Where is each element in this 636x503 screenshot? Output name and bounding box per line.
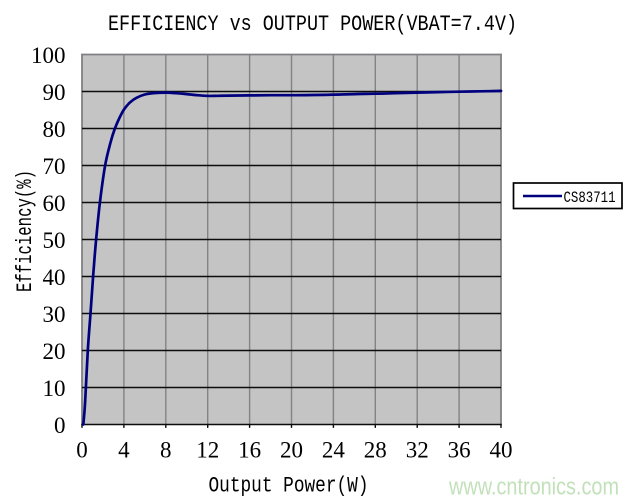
- svg-text:Efficiency(%): Efficiency(%): [13, 170, 38, 292]
- svg-text:20: 20: [280, 438, 303, 463]
- svg-text:10: 10: [43, 376, 66, 401]
- svg-text:8: 8: [160, 438, 172, 463]
- svg-text:28: 28: [364, 438, 387, 463]
- svg-text:www.cntronics.com: www.cntronics.com: [448, 474, 619, 501]
- svg-text:80: 80: [43, 117, 66, 142]
- svg-text:0: 0: [54, 413, 66, 438]
- svg-text:0: 0: [76, 438, 88, 463]
- svg-text:24: 24: [322, 438, 346, 463]
- svg-text:40: 40: [43, 265, 66, 290]
- svg-text:30: 30: [43, 302, 66, 327]
- svg-text:90: 90: [43, 80, 66, 105]
- svg-text:36: 36: [448, 438, 471, 463]
- svg-text:40: 40: [490, 438, 513, 463]
- svg-text:100: 100: [31, 43, 66, 68]
- svg-text:32: 32: [406, 438, 429, 463]
- svg-text:4: 4: [118, 438, 130, 463]
- svg-text:60: 60: [43, 191, 66, 216]
- svg-text:Output Power(W): Output Power(W): [209, 474, 369, 499]
- svg-text:12: 12: [196, 438, 219, 463]
- svg-text:CS83711: CS83711: [564, 189, 616, 207]
- svg-text:70: 70: [43, 154, 66, 179]
- svg-text:20: 20: [43, 339, 66, 364]
- svg-text:16: 16: [238, 438, 261, 463]
- svg-text:50: 50: [43, 228, 66, 253]
- svg-text:EFFICIENCY vs OUTPUT POWER(VBA: EFFICIENCY vs OUTPUT POWER(VBAT=7.4V): [108, 12, 517, 37]
